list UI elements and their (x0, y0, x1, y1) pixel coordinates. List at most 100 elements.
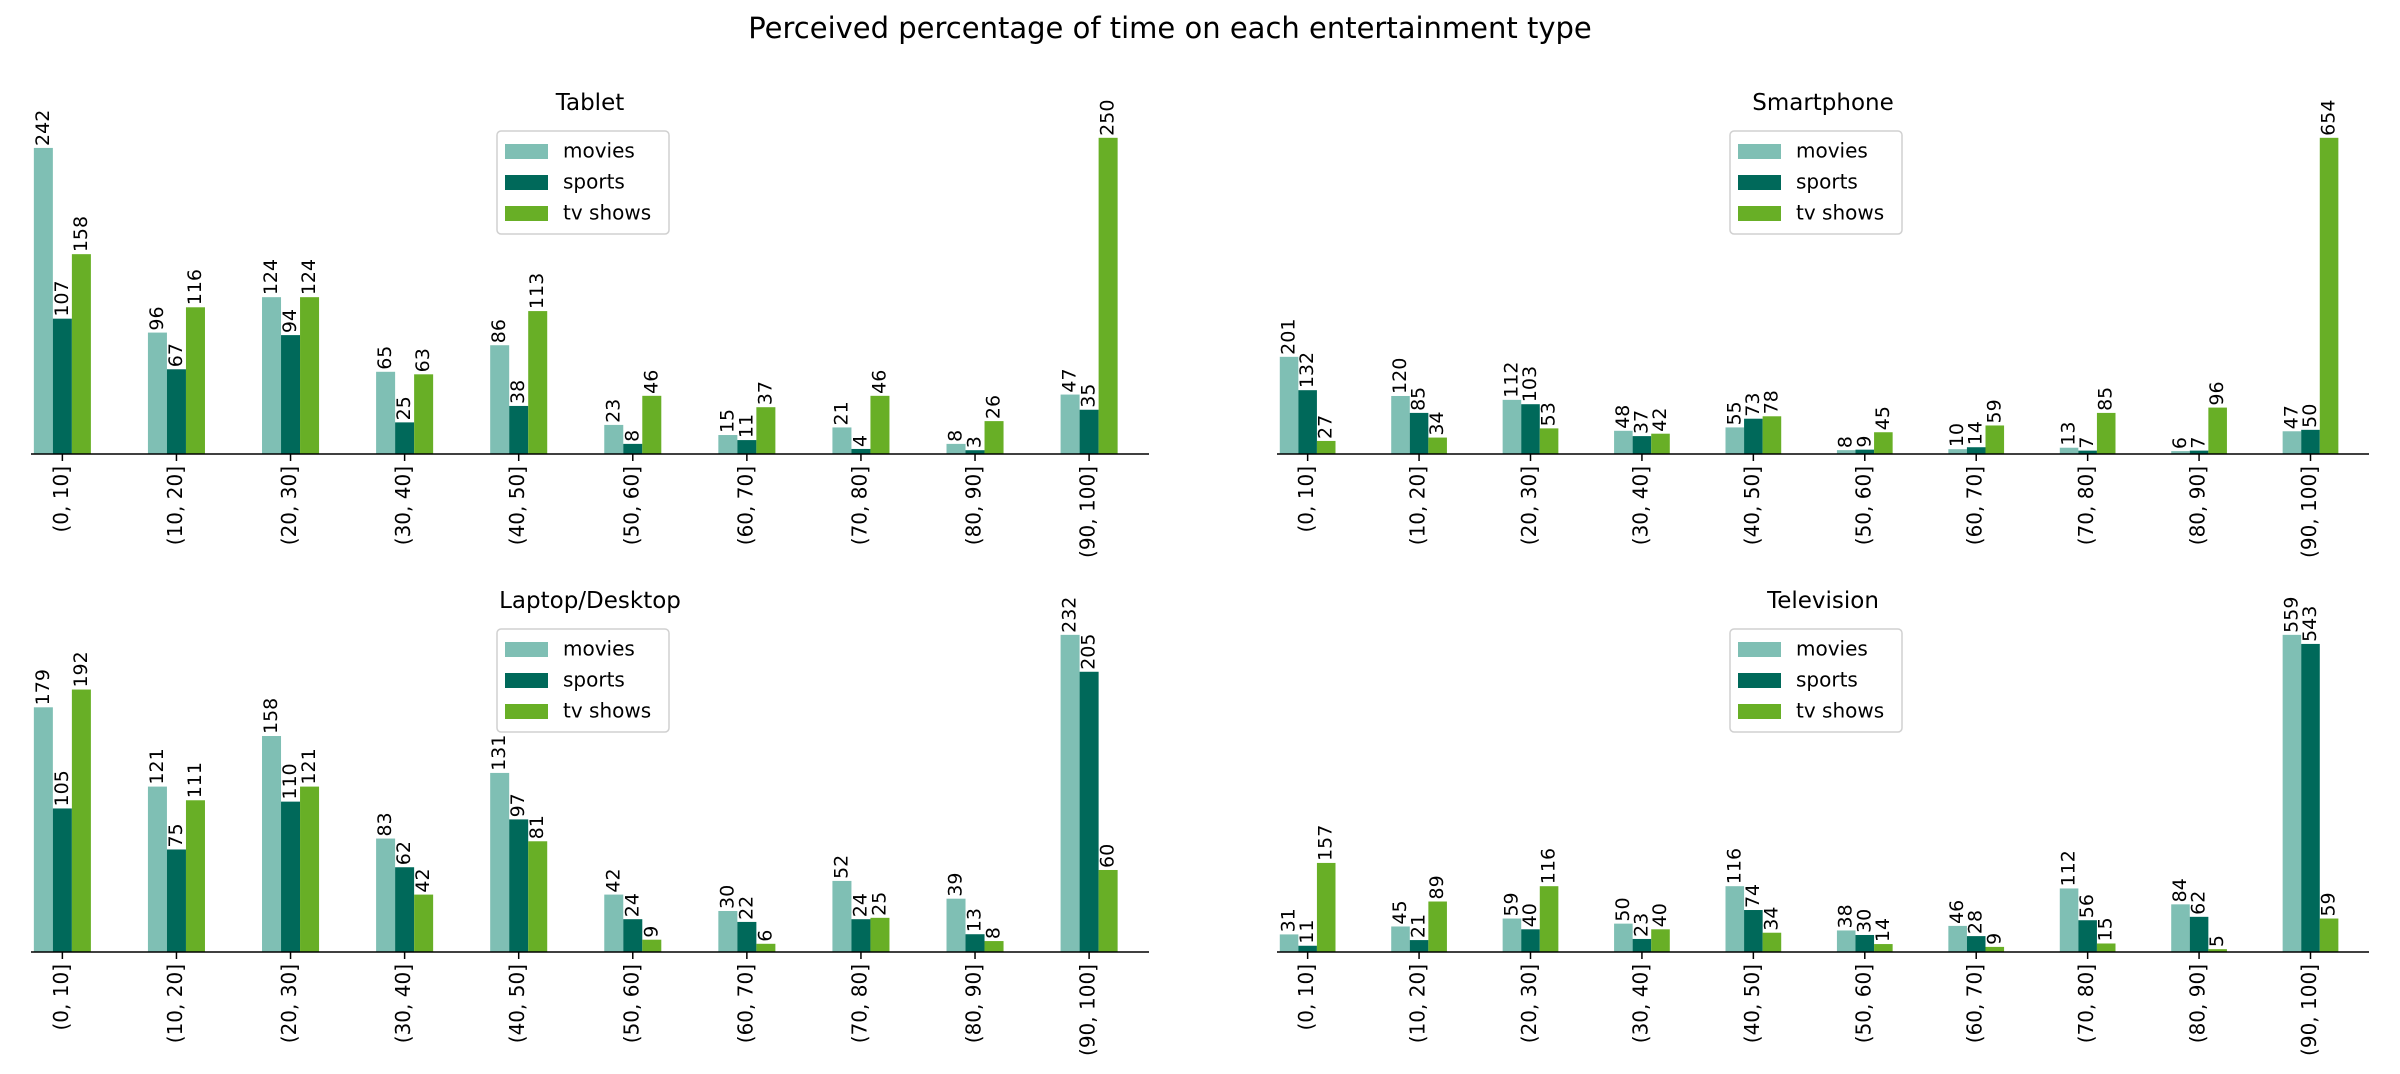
legend-swatch-movies (1738, 144, 1781, 159)
bar-sports (737, 440, 757, 454)
x-tick-label: (90, 100] (1076, 964, 1100, 1056)
data-label: 28 (1965, 910, 1987, 934)
data-label: 84 (2169, 878, 2191, 902)
bar-sports (1966, 936, 1986, 952)
subplot-title: Tablet (555, 90, 625, 116)
data-label: 11 (735, 414, 757, 438)
data-label: 46 (868, 370, 890, 394)
bar-sports (395, 867, 415, 952)
data-label: 15 (716, 409, 738, 433)
bar-movies (262, 736, 282, 952)
legend-swatch-movies (505, 144, 548, 159)
bar-tv-shows (414, 894, 434, 952)
legend: movies sports tv shows (496, 628, 670, 733)
x-tick-label: (90, 100] (2297, 466, 2321, 558)
bar-movies (1391, 395, 1410, 454)
data-label: 158 (70, 216, 92, 252)
data-label: 62 (393, 841, 415, 865)
x-tick-label: (70, 80] (847, 964, 871, 1043)
bar-movies (1725, 886, 1745, 952)
bar-movies (2059, 447, 2079, 454)
bar-tv-shows (1762, 416, 1782, 454)
x-tick-label: (80, 90] (962, 964, 986, 1043)
data-label: 23 (602, 399, 624, 423)
data-label: 40 (1519, 903, 1541, 927)
data-label: 132 (1296, 352, 1318, 388)
x-tick-label: (50, 60] (619, 964, 643, 1043)
legend-swatch-movies (1738, 642, 1781, 657)
data-label: 96 (2206, 381, 2228, 405)
data-label: 35 (1078, 384, 1100, 408)
data-label: 14 (1965, 421, 1987, 445)
bar-movies (946, 898, 966, 952)
data-label: 37 (1630, 410, 1652, 434)
x-tick-label: (60, 70] (1963, 964, 1987, 1043)
bar-movies (1836, 450, 1856, 454)
data-label: 46 (1946, 900, 1968, 924)
data-label: 6 (754, 930, 776, 942)
data-label: 116 (184, 269, 206, 305)
data-label: 157 (1315, 825, 1337, 861)
bar-movies (2059, 888, 2079, 952)
data-label: 9 (1853, 436, 1875, 448)
bar-sports (1966, 447, 1986, 454)
legend: movies sports tv shows (1729, 130, 1903, 235)
data-label: 59 (2318, 892, 2340, 916)
bar-movies (33, 147, 53, 454)
x-tick-label: (20, 30] (1517, 466, 1541, 545)
legend-swatch-tv-shows (1738, 206, 1781, 221)
bar-sports (166, 849, 186, 952)
bar-movies (718, 435, 738, 454)
bar-sports (737, 921, 757, 952)
data-label: 111 (184, 762, 206, 798)
subplot-tablet: Tablet 242 96 124 65 86 23 15 21 8 47 107 67 94 25 38 8 1… (31, 90, 1149, 558)
data-label: 42 (412, 868, 434, 892)
data-label: 30 (716, 885, 738, 909)
legend-label: tv shows (563, 699, 651, 723)
bar-tv-shows (1428, 901, 1447, 952)
data-label: 543 (2299, 606, 2321, 642)
x-tick-label: (70, 80] (2074, 964, 2098, 1043)
data-label: 60 (1097, 844, 1119, 868)
data-label: 26 (983, 395, 1005, 419)
data-label: 7 (2188, 437, 2210, 449)
bar-tv-shows (1316, 440, 1336, 454)
subplot-title: Television (1766, 588, 1879, 614)
bar-sports (2078, 450, 2097, 454)
data-label: 75 (165, 823, 187, 847)
data-label: 59 (1983, 399, 2005, 423)
x-tick-label: (10, 20] (163, 964, 187, 1043)
legend-swatch-sports (505, 175, 548, 190)
bar-movies (1948, 925, 1967, 952)
bar-movies (1502, 918, 1522, 952)
data-label: 46 (640, 370, 662, 394)
bar-sports (851, 919, 871, 952)
data-label: 131 (488, 735, 510, 771)
bar-movies (1279, 934, 1299, 952)
bar-movies (832, 427, 852, 454)
bar-tv-shows (528, 311, 548, 454)
legend-label: sports (563, 170, 625, 194)
bar-tv-shows (2319, 137, 2339, 455)
bar-sports (623, 443, 643, 454)
bar-tv-shows (984, 941, 1004, 952)
bar-sports (1298, 945, 1317, 952)
legend-swatch-tv-shows (505, 206, 548, 221)
bar-sports (1744, 910, 1763, 952)
data-label: 40 (1649, 903, 1671, 927)
bar-movies (1725, 427, 1745, 454)
data-label: 107 (51, 280, 73, 316)
data-label: 30 (1853, 909, 1875, 933)
data-label: 24 (621, 893, 643, 917)
figure-title: Perceived percentage of time on each ent… (748, 11, 1592, 45)
bar-movies (147, 332, 167, 454)
data-label: 23 (1630, 913, 1652, 937)
bar-movies (1391, 926, 1410, 952)
bar-movies (147, 786, 167, 952)
data-label: 242 (32, 110, 54, 146)
bar-sports (2078, 920, 2097, 952)
bar-movies (718, 910, 738, 952)
data-label: 45 (1872, 406, 1894, 430)
